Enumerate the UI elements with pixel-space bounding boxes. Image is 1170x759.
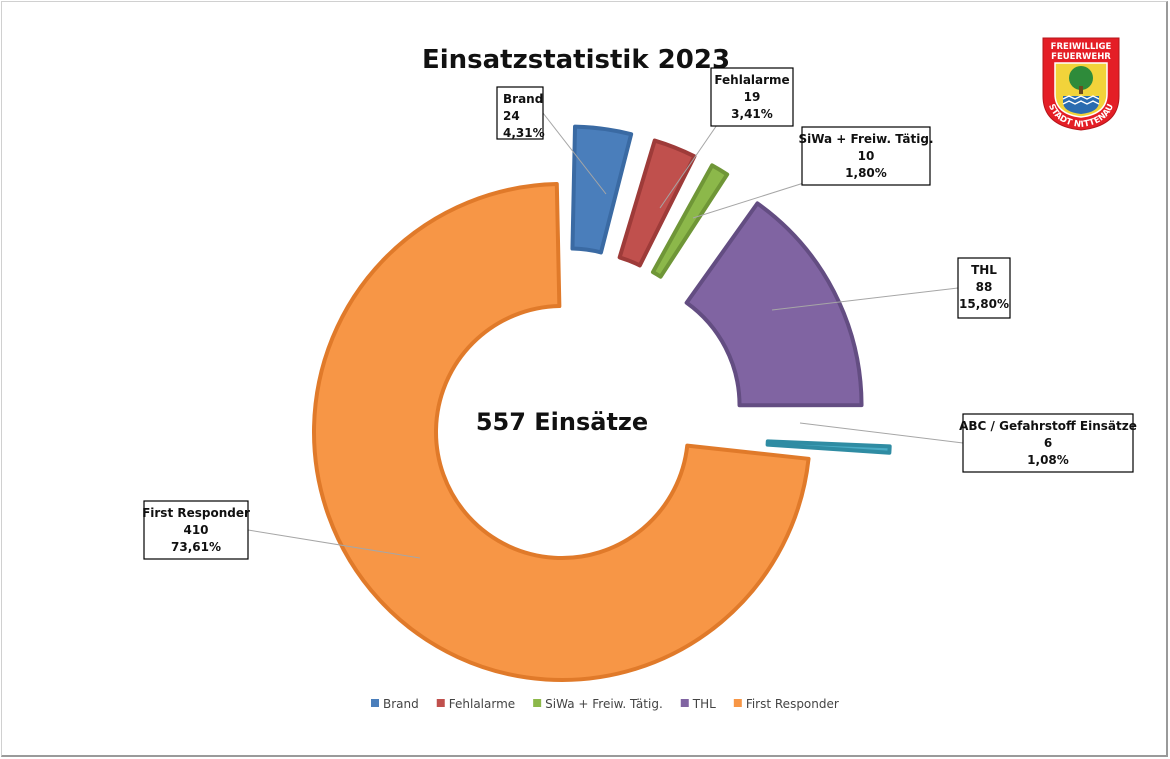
label-value: 10 [858,149,875,163]
slice-fehlalarme [617,138,697,268]
legend-label: Brand [383,697,419,711]
slice-brand [570,124,634,255]
leader-line-abc-gefahrstoff-eins-tze [799,422,964,444]
leader-line-first-responder [247,529,421,559]
label-name: SiWa + Freiw. Tätig. [798,132,933,146]
leader-line-thl [771,287,959,311]
label-value: 19 [744,90,761,104]
label-value: 88 [976,280,993,294]
center-label: 557 Einsätze [476,408,648,436]
leader-lines [247,112,964,559]
data-label-box [143,500,249,560]
data-label-thl: THL 88 15,80% [957,257,1011,319]
crest-line1: FREIWILLIGE [1051,42,1112,52]
data-label-box [801,126,931,186]
data-label-first-responder: First Responder 410 73,61% [142,500,250,560]
legend-label: SiWa + Freiw. Tätig. [545,697,663,711]
label-percent: 1,08% [1027,453,1069,467]
slice-first-responder [312,182,811,682]
legend-swatch [533,699,542,707]
label-percent: 4,31% [503,126,545,140]
legend-label: THL [692,697,716,711]
label-value: 24 [503,109,520,123]
data-labels: Brand 24 4,31% Fehlalarme 19 3,41% SiWa + Frei… [142,67,1137,560]
legend-swatch [436,699,445,707]
chart-title: Einsatzstatistik 2023 [422,45,730,75]
data-label-abc-gefahrstoff-eins-tze: ABC / Gefahrstoff Einsätze 6 1,08% [959,413,1137,473]
data-label-box [962,413,1134,473]
slice-siwa-freiw-t-tig [650,163,730,279]
legend-item-brand: Brand [371,697,419,711]
label-name: Fehlalarme [714,73,789,87]
bavarian-lozenge-pattern [1062,95,1100,105]
label-percent: 1,80% [845,166,887,180]
crest-line2: FEUERWEHR [1051,52,1111,62]
data-label-fehlalarme: Fehlalarme 19 3,41% [710,67,794,127]
slices-group [312,124,892,682]
legend-label: First Responder [746,697,839,711]
legend-item-siwa-freiw-t-tig: SiWa + Freiw. Tätig. [533,697,663,711]
label-name: Brand [503,92,543,106]
leader-line-brand [542,112,607,195]
bavarian-lozenge-icon [1063,96,1099,114]
legend-swatch [371,699,379,707]
slice-abc-gefahrstoff-eins-tze [765,439,892,455]
label-percent: 73,61% [171,540,221,554]
leader-line-siwa-freiw-t-tig [692,180,811,219]
label-name: THL [971,263,997,277]
label-name: ABC / Gefahrstoff Einsätze [959,419,1137,433]
leader-line-fehlalarme [659,121,720,209]
data-label-box [957,257,1011,319]
tree-icon [1069,66,1093,90]
legend-label: Fehlalarme [449,697,515,711]
data-label-siwa-freiw-t-tig: SiWa + Freiw. Tätig. 10 1,80% [798,126,934,186]
data-label-box [710,67,794,127]
legend-item-fehlalarme: Fehlalarme [436,697,515,711]
legend: Brand Fehlalarme SiWa + Freiw. Tätig. THL Fi… [371,697,839,711]
data-label-box [496,86,544,140]
legend-swatch [680,699,689,707]
legend-item-first-responder: First Responder [733,697,839,711]
label-percent: 15,80% [959,297,1009,311]
label-name: First Responder [142,506,250,520]
fire-department-crest: FREIWILLIGE FEUERWEHR STADT NITTENAU [1042,37,1120,131]
label-percent: 3,41% [731,107,773,121]
slice-thl [684,201,864,408]
tree-trunk [1079,86,1083,94]
data-label-brand: Brand 24 4,31% [496,86,545,140]
legend-swatch [733,699,742,707]
legend-item-thl: THL [680,697,716,711]
label-value: 410 [183,523,208,537]
label-value: 6 [1044,436,1052,450]
